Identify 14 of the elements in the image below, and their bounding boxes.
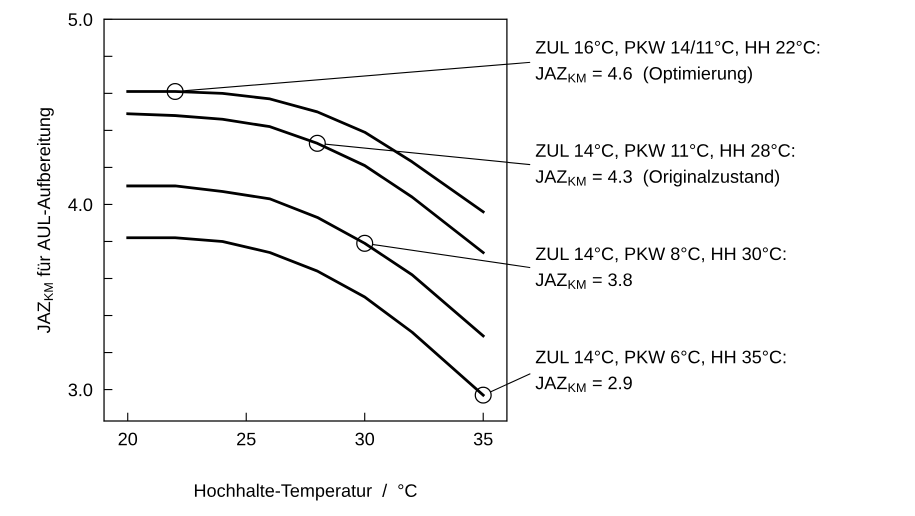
annotation: ZUL 14°C, PKW 11°C, HH 28°C: JAZ$_{KM}$ = 4.3 (Originalzustand) xyxy=(536,144,794,186)
annotation: ZUL 14°C, PKW 6°C, HH 35°C: JAZ$_{KM}$ = 2.9 xyxy=(536,350,786,392)
x-tick-label: 20 xyxy=(118,432,138,446)
annotation: ZUL 14°C, PKW 8°C, HH 30°C: JAZ$_{KM}$ = 3.8 xyxy=(536,247,786,289)
y-tick-label: 3.0 xyxy=(68,384,92,396)
y-tick-label: 5.0 xyxy=(68,13,92,26)
x-axis-title: Hochhalte-Temperatur / °C xyxy=(194,484,417,501)
x-tick-label: 30 xyxy=(355,432,374,446)
x-tick-label: 25 xyxy=(237,432,256,446)
x-tick-label: 35 xyxy=(474,432,492,446)
annotation: ZUL 16°C, PKW 14/11°C, HH 22°C: JAZ$_{KM}$ = 4.6 (Optimierung) xyxy=(536,40,820,84)
y-tick-label: 4.0 xyxy=(68,198,92,212)
y-axis-title: JAZ$_{KM}$ für AUL-Aufbereitung xyxy=(36,108,54,334)
line-series xyxy=(126,184,485,338)
